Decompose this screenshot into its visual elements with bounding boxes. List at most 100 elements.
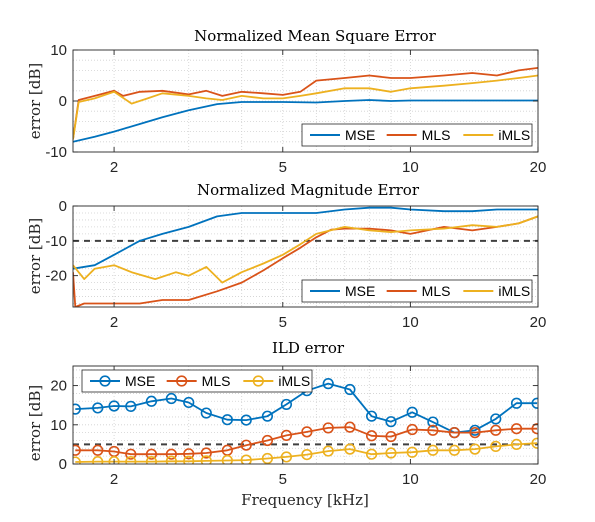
data-point-mse bbox=[240, 414, 252, 426]
legend-label-imls: iMLS bbox=[498, 127, 530, 143]
legend: MSE MLS iMLS bbox=[301, 279, 533, 303]
data-point-mse bbox=[344, 383, 356, 396]
data-point-mse bbox=[125, 400, 137, 412]
legend-marker-mse bbox=[99, 375, 111, 387]
data-point-imls bbox=[200, 455, 212, 464]
data-point-mse bbox=[385, 416, 397, 428]
legend-box bbox=[301, 279, 533, 303]
data-point-imls bbox=[221, 454, 233, 464]
data-point-mls bbox=[344, 421, 356, 433]
x-tick-label: 5 bbox=[279, 471, 287, 488]
data-point-mls bbox=[448, 427, 460, 439]
x-tick-label: 10 bbox=[402, 471, 419, 488]
legend-label-imls: iMLS bbox=[278, 373, 310, 389]
legend-label-mls: MLS bbox=[422, 283, 451, 299]
y-tick-label: 10 bbox=[50, 42, 67, 59]
data-point-imls bbox=[125, 456, 137, 464]
series-group bbox=[73, 206, 538, 307]
data-point-imls bbox=[261, 452, 274, 464]
x-tick-label: 20 bbox=[530, 159, 547, 176]
legend-label-mls: MLS bbox=[422, 127, 451, 143]
data-point-mse bbox=[221, 414, 233, 426]
y-tick-label: -20 bbox=[45, 268, 67, 285]
x-tick-label: 10 bbox=[402, 314, 419, 331]
legend-label-imls: iMLS bbox=[498, 283, 530, 299]
legend-marker-mls bbox=[176, 375, 188, 387]
data-point-mls bbox=[469, 427, 481, 439]
data-point-mls bbox=[165, 448, 177, 460]
data-point-mls bbox=[145, 448, 158, 460]
data-point-mse bbox=[322, 378, 334, 390]
data-point-mls bbox=[261, 434, 274, 447]
legend-label-mse: MSE bbox=[345, 283, 375, 299]
data-point-mse bbox=[280, 398, 293, 411]
data-point-mse bbox=[108, 400, 120, 412]
x-tick-label: 10 bbox=[402, 159, 419, 176]
data-point-imls bbox=[183, 455, 195, 464]
y-tick-label: 0 bbox=[59, 93, 67, 110]
y-tick-label: -10 bbox=[45, 144, 67, 161]
legend-label-mse: MSE bbox=[125, 373, 155, 389]
data-point-mse bbox=[92, 402, 104, 414]
x-tick-label: 2 bbox=[110, 159, 118, 176]
data-point-mls bbox=[490, 424, 502, 436]
legend-box bbox=[301, 123, 533, 147]
data-point-mse bbox=[261, 410, 274, 422]
data-point-mls bbox=[365, 430, 378, 442]
panel-magnitude-ylabel: error [dB] bbox=[26, 218, 44, 295]
series-line-mls bbox=[75, 426, 538, 456]
x-tick-label: 5 bbox=[279, 314, 287, 331]
data-point-mls bbox=[385, 430, 397, 443]
data-point-mls bbox=[240, 439, 252, 451]
data-point-mls bbox=[200, 447, 212, 459]
data-point-imls bbox=[165, 455, 177, 464]
series-group bbox=[73, 67, 538, 143]
x-tick-label: 5 bbox=[279, 159, 287, 176]
data-point-mls bbox=[301, 426, 313, 438]
data-point-imls bbox=[365, 448, 378, 460]
y-tick-label: -10 bbox=[45, 233, 67, 250]
data-point-mls bbox=[92, 444, 104, 456]
data-point-mse bbox=[183, 396, 195, 409]
panel-magnitude-title: Normalized Magnitude Error bbox=[197, 181, 420, 199]
series-line-imls bbox=[75, 442, 538, 463]
axes-box bbox=[72, 205, 539, 308]
x-tick-label: 2 bbox=[110, 471, 118, 488]
data-point-mse bbox=[531, 397, 538, 409]
data-point-mls bbox=[73, 444, 81, 456]
data-point-mse bbox=[73, 403, 81, 415]
y-tick-label: 10 bbox=[50, 417, 67, 434]
legend: MSE MLS iMLS bbox=[301, 123, 533, 147]
data-point-mse bbox=[510, 397, 523, 409]
data-point-imls bbox=[427, 444, 439, 456]
series-line-imls bbox=[73, 74, 538, 140]
data-point-mls bbox=[406, 423, 418, 436]
panel-nmse-plot: 2 5 10 20 -10 0 10 MSE MLS iMLS bbox=[45, 42, 546, 176]
data-point-mse bbox=[145, 395, 158, 407]
legend-marker-imls bbox=[252, 375, 264, 387]
data-point-mse bbox=[165, 392, 177, 405]
data-point-imls bbox=[531, 437, 538, 449]
data-point-imls bbox=[301, 448, 313, 461]
y-tick-label: 0 bbox=[59, 198, 67, 215]
data-point-mls bbox=[531, 423, 538, 435]
data-point-mls bbox=[183, 448, 195, 460]
y-tick-label: 20 bbox=[50, 378, 67, 395]
data-point-mls bbox=[125, 448, 137, 460]
legend-label-mls: MLS bbox=[202, 373, 231, 389]
data-point-imls bbox=[322, 445, 334, 457]
series-line-imls bbox=[73, 215, 538, 284]
data-point-imls bbox=[280, 451, 293, 463]
data-point-imls bbox=[344, 443, 356, 455]
data-point-mse bbox=[365, 410, 378, 422]
y-tick-label: 0 bbox=[59, 456, 67, 473]
ticks: 2 5 10 20 -10 0 10 bbox=[45, 42, 546, 176]
x-tick-label: 2 bbox=[110, 314, 118, 331]
panel-ild-plot: 2 5 10 20 0 10 20 MSE MLS iMLS bbox=[50, 365, 546, 488]
data-point-imls bbox=[145, 456, 158, 464]
panel-ild-ylabel: error [dB] bbox=[26, 385, 44, 462]
data-point-imls bbox=[385, 447, 397, 459]
ticks: 2 5 10 20 0 10 20 bbox=[50, 366, 546, 488]
series-line-mse bbox=[73, 206, 538, 270]
